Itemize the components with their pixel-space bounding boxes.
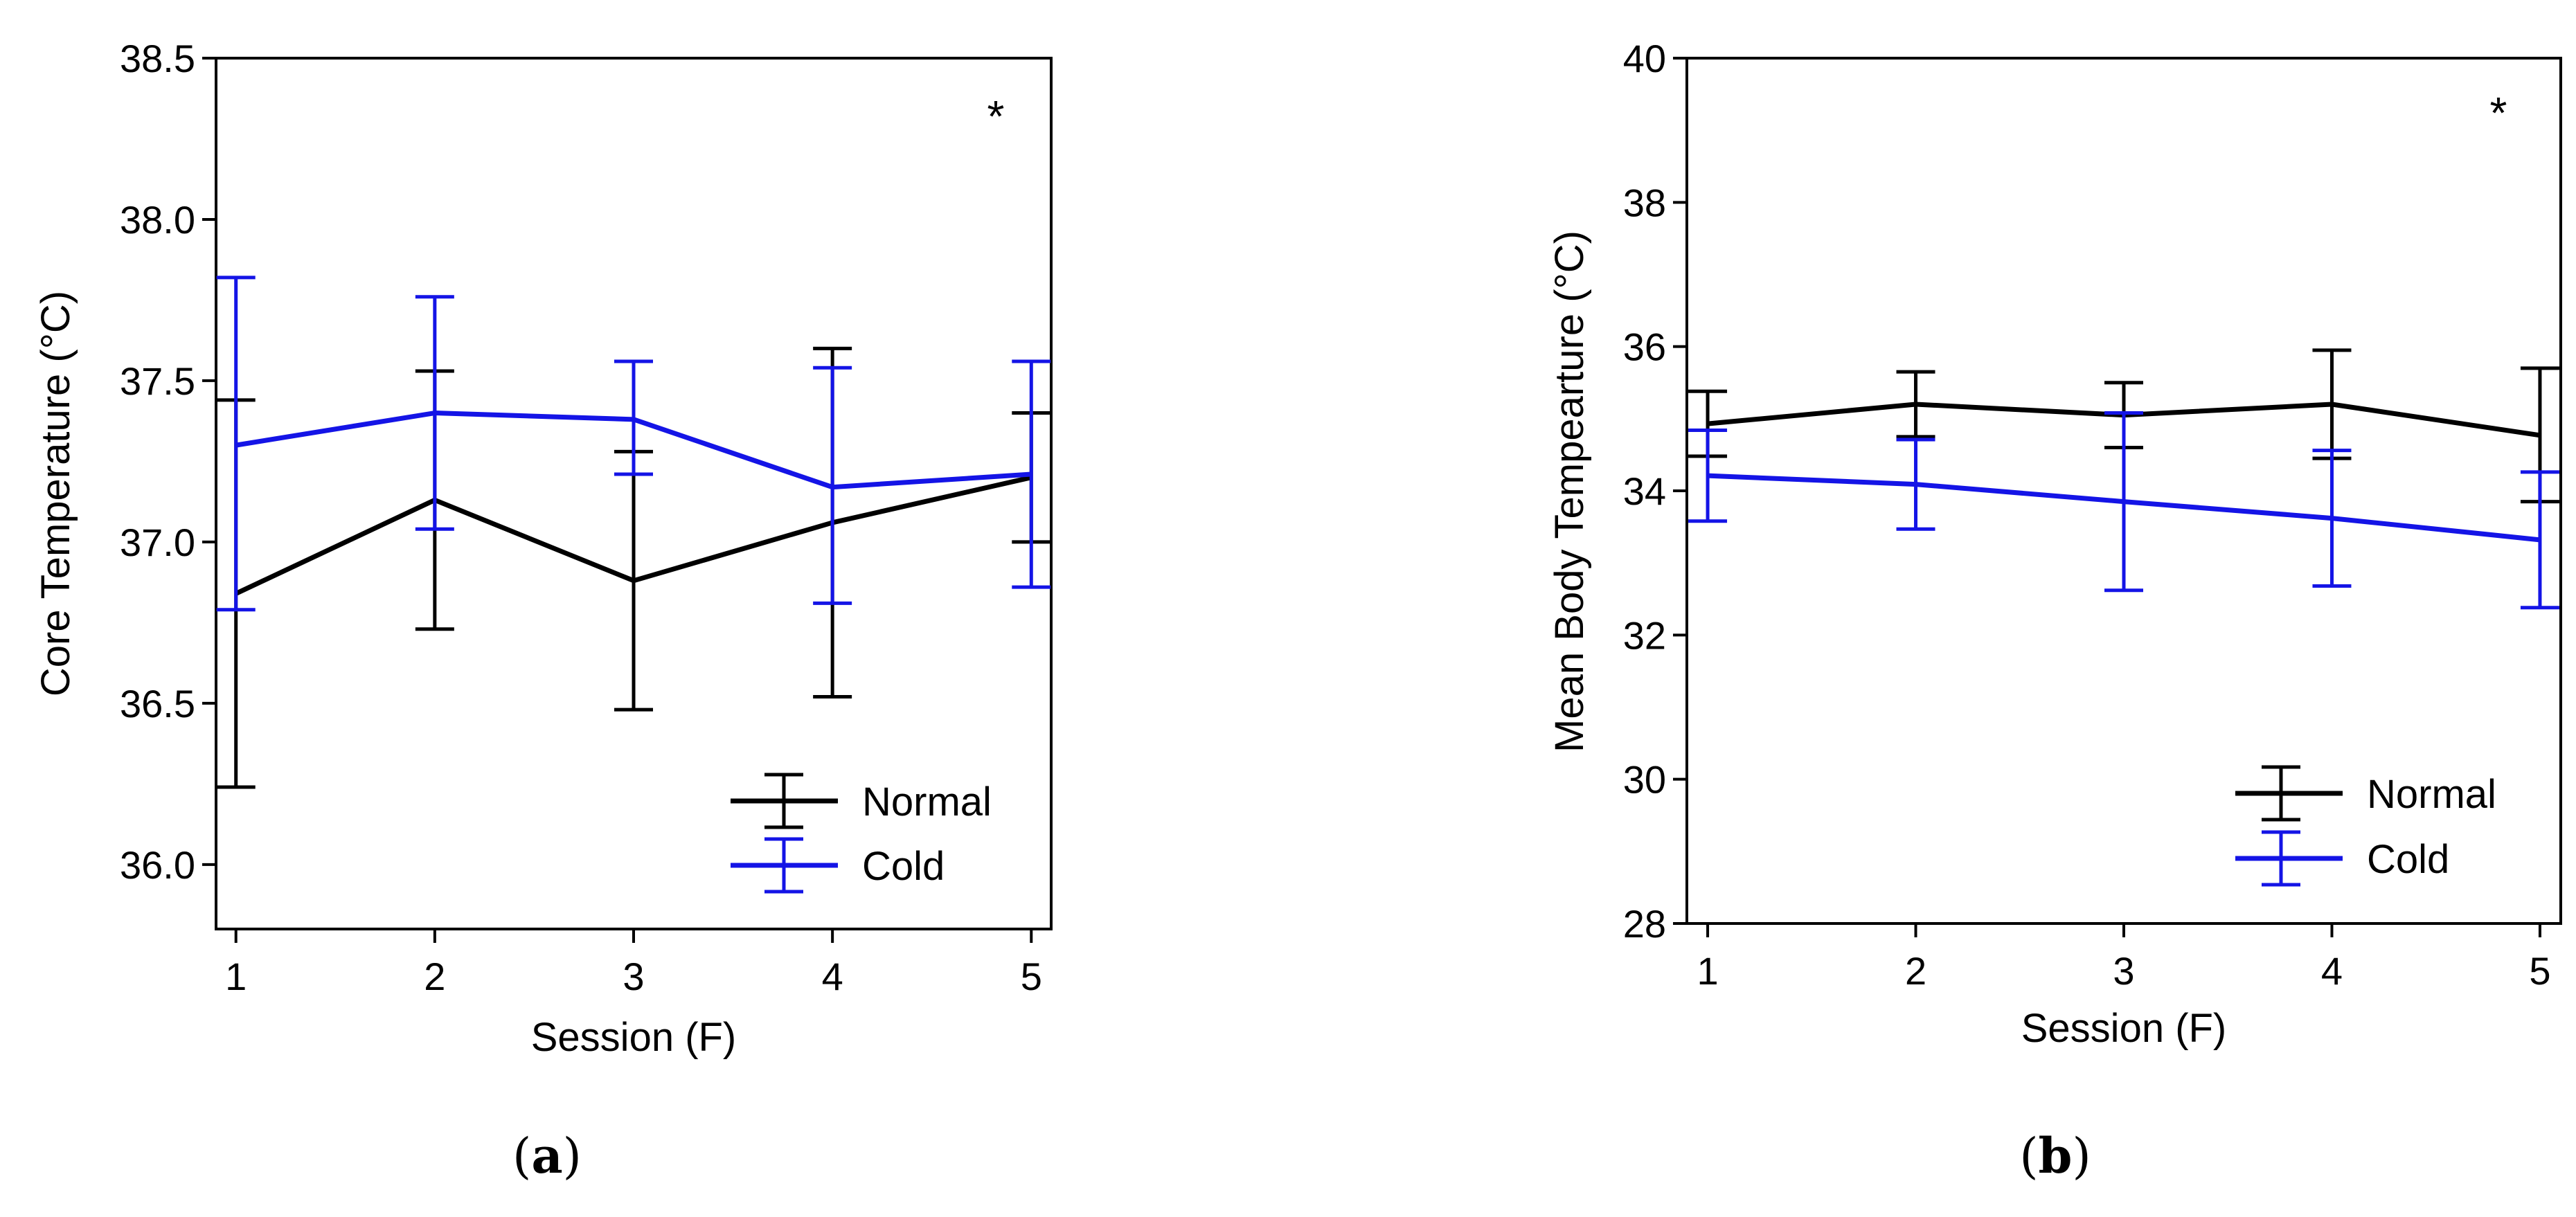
y-axis-label: Mean Body Tempearture (°C) — [1547, 231, 1592, 752]
y-tick-label: 34 — [1623, 469, 1666, 513]
y-tick-label: 36 — [1623, 325, 1666, 369]
significance-marker: * — [2490, 88, 2507, 138]
y-tick-label: 38.5 — [120, 37, 195, 80]
legend-label-normal: Normal — [862, 779, 992, 824]
panel-a-caption-letter: a — [531, 1127, 563, 1184]
x-tick-label: 2 — [424, 955, 445, 998]
panel-a-caption: (a) — [512, 1127, 582, 1184]
panel-b-caption-letter: b — [2038, 1127, 2073, 1184]
y-tick-label: 40 — [1623, 37, 1666, 80]
y-tick-label: 38 — [1623, 181, 1666, 224]
legend: Normal Cold — [731, 773, 992, 894]
y-axis-label: Core Temperature (°C) — [33, 291, 78, 696]
legend-entry-normal: Normal — [2235, 765, 2496, 822]
panel-a-core-temperature: 36.0 36.5 37.0 37.5 38.0 38.5 1 2 3 4 5 Session (F… — [33, 37, 1053, 1060]
x-tick-label: 5 — [1021, 955, 1042, 998]
y-tick-label: 37.0 — [120, 521, 195, 564]
x-tick-label: 4 — [822, 955, 843, 998]
x-tick-label: 3 — [2113, 949, 2134, 993]
x-tick-label: 3 — [623, 955, 644, 998]
x-tick-label: 1 — [225, 955, 247, 998]
legend-entry-cold: Cold — [731, 837, 945, 894]
panel-b-caption: (b) — [2019, 1127, 2091, 1184]
x-axis-label: Session (F) — [2021, 1006, 2227, 1051]
y-tick-label: 37.5 — [120, 359, 195, 403]
legend: Normal Cold — [2235, 765, 2496, 887]
legend-label-cold: Cold — [862, 844, 945, 889]
y-tick-label: 36.5 — [120, 682, 195, 725]
x-tick-label: 4 — [2321, 949, 2343, 993]
y-tick-label: 32 — [1623, 613, 1666, 657]
y-tick-label: 36.0 — [120, 843, 195, 887]
y-tick-label: 28 — [1623, 902, 1666, 946]
x-tick-label: 1 — [1697, 949, 1718, 993]
y-tick-label: 38.0 — [120, 198, 195, 242]
x-axis-label: Session (F) — [531, 1015, 737, 1060]
x-tick-label: 5 — [2529, 949, 2550, 993]
y-tick-label: 30 — [1623, 758, 1666, 802]
x-tick-label: 2 — [1905, 949, 1926, 993]
significance-marker: * — [987, 91, 1005, 141]
legend-entry-cold: Cold — [2235, 830, 2449, 887]
legend-entry-normal: Normal — [731, 773, 992, 829]
legend-label-normal: Normal — [2367, 772, 2496, 817]
legend-label-cold: Cold — [2367, 837, 2449, 882]
